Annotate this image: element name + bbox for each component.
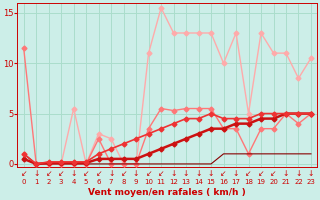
Text: ↙: ↙ [120, 169, 127, 178]
Text: ↓: ↓ [283, 169, 289, 178]
Text: ↓: ↓ [308, 169, 314, 178]
Text: ↓: ↓ [133, 169, 139, 178]
Text: ↓: ↓ [295, 169, 302, 178]
Text: ↓: ↓ [183, 169, 189, 178]
Text: ↙: ↙ [95, 169, 102, 178]
Text: ↙: ↙ [58, 169, 64, 178]
Text: ↙: ↙ [220, 169, 227, 178]
Text: ↙: ↙ [145, 169, 152, 178]
Text: ↓: ↓ [33, 169, 39, 178]
Text: ↙: ↙ [20, 169, 27, 178]
Text: ↓: ↓ [233, 169, 239, 178]
Text: ↙: ↙ [158, 169, 164, 178]
Text: ↙: ↙ [258, 169, 264, 178]
Text: ↙: ↙ [270, 169, 277, 178]
Text: ↓: ↓ [196, 169, 202, 178]
Text: ↓: ↓ [170, 169, 177, 178]
Text: ↙: ↙ [83, 169, 89, 178]
Text: ↙: ↙ [245, 169, 252, 178]
Text: ↓: ↓ [208, 169, 214, 178]
Text: ↓: ↓ [108, 169, 114, 178]
Text: ↓: ↓ [70, 169, 77, 178]
Text: ↙: ↙ [45, 169, 52, 178]
X-axis label: Vent moyen/en rafales ( km/h ): Vent moyen/en rafales ( km/h ) [88, 188, 246, 197]
